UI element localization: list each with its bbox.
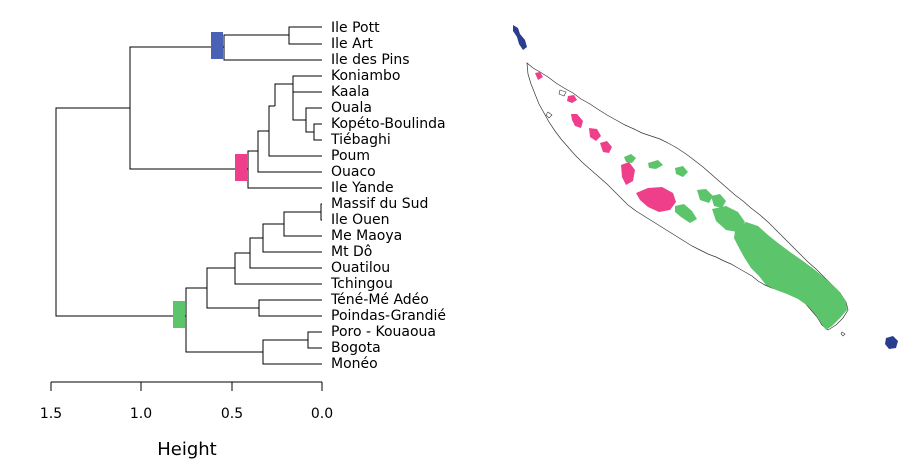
dendrogram-branch xyxy=(129,46,248,170)
map-region-green xyxy=(711,194,726,208)
map-region-pink xyxy=(636,187,676,212)
leaf-label: Poum xyxy=(331,148,370,164)
dendrogram-branch xyxy=(185,287,263,353)
dendrogram-branch xyxy=(274,83,293,106)
map-region-pink xyxy=(589,128,601,141)
leaf-label: Ile Yande xyxy=(331,180,394,196)
leaf-labels: Ile Pott Ile Art Ile des Pins Koniambo K… xyxy=(330,20,446,372)
cluster-marker-blue xyxy=(211,32,223,59)
map-region-pink xyxy=(535,72,543,80)
dendrogram-branch xyxy=(223,34,322,61)
dendrogram-branch xyxy=(320,203,322,221)
cluster-marker-pink xyxy=(235,154,247,181)
map-region-pink xyxy=(621,162,635,185)
leaf-label: Poro - Kouaoua xyxy=(331,324,436,340)
leaf-label: Ile des Pins xyxy=(331,52,410,68)
map-region-pink xyxy=(571,114,583,128)
dendrogram-branch xyxy=(307,331,322,349)
leaf-label: Téné-Mé Adéo xyxy=(330,292,429,308)
map-region-blue xyxy=(885,336,898,349)
map-region-green xyxy=(734,222,847,330)
axis-tick-label: 0.0 xyxy=(311,406,333,422)
dendrogram-branch xyxy=(262,223,322,253)
dendrogram-branch xyxy=(288,26,322,45)
axis-tick-label: 1.0 xyxy=(130,406,152,422)
leaf-label: Tchingou xyxy=(330,276,393,292)
axis-tick-label: 0.5 xyxy=(221,406,243,422)
islet-outline xyxy=(558,89,567,97)
islet-outline xyxy=(840,331,846,337)
map-region-green xyxy=(624,154,636,163)
dendrogram-branch xyxy=(257,130,322,173)
dendrogram-branch xyxy=(283,211,322,237)
leaf-label: Kopéto-Boulinda xyxy=(331,116,446,132)
leaf-label: Bogota xyxy=(331,340,381,356)
leaf-label: Koniambo xyxy=(331,68,400,84)
leaf-label: Mt Dô xyxy=(331,244,372,260)
leaf-label: Tiébaghi xyxy=(330,132,391,148)
axis-title: Height xyxy=(157,439,217,460)
leaf-label: Ouala xyxy=(331,100,372,116)
new-caledonia-map xyxy=(513,25,898,349)
axis-tick-label: 1.5 xyxy=(40,406,62,422)
leaf-label: Monéo xyxy=(331,356,378,372)
leaf-label: Ouaco xyxy=(331,164,376,180)
map-region-green xyxy=(648,160,663,169)
map-region-green xyxy=(712,206,745,232)
dendrogram-branch xyxy=(206,267,259,309)
leaf-label: Me Maoya xyxy=(331,228,402,244)
leaf-label: Massif du Sud xyxy=(331,196,428,212)
height-axis: 1.5 1.0 0.5 0.0 Height xyxy=(40,381,333,460)
dendrogram-branch xyxy=(249,237,322,269)
dendrogram-branch xyxy=(258,299,322,317)
leaf-label: Kaala xyxy=(331,84,370,100)
map-region-pink xyxy=(567,95,577,103)
dendrogram-branch xyxy=(292,75,322,92)
map-region-green xyxy=(675,204,697,223)
map-region-green xyxy=(697,189,713,203)
islet-outline xyxy=(545,111,553,119)
dendrogram-branch xyxy=(55,107,186,317)
leaf-label: Ile Art xyxy=(331,36,373,52)
map-region-green xyxy=(675,166,688,177)
dendrogram-branch xyxy=(262,339,322,365)
dendrogram-branch xyxy=(292,91,322,121)
leaf-label: Ile Ouen xyxy=(331,212,389,228)
dendrogram-branch xyxy=(247,150,322,189)
map-region-blue xyxy=(513,25,527,50)
dendrogram xyxy=(55,26,322,365)
cluster-marker-green xyxy=(173,301,185,328)
leaf-label: Ile Pott xyxy=(331,20,380,36)
leaf-label: Ouatilou xyxy=(331,260,390,276)
map-region-pink xyxy=(600,141,612,153)
dendrogram-branch xyxy=(313,123,322,141)
leaf-label: Poindas-Grandié xyxy=(331,308,446,324)
